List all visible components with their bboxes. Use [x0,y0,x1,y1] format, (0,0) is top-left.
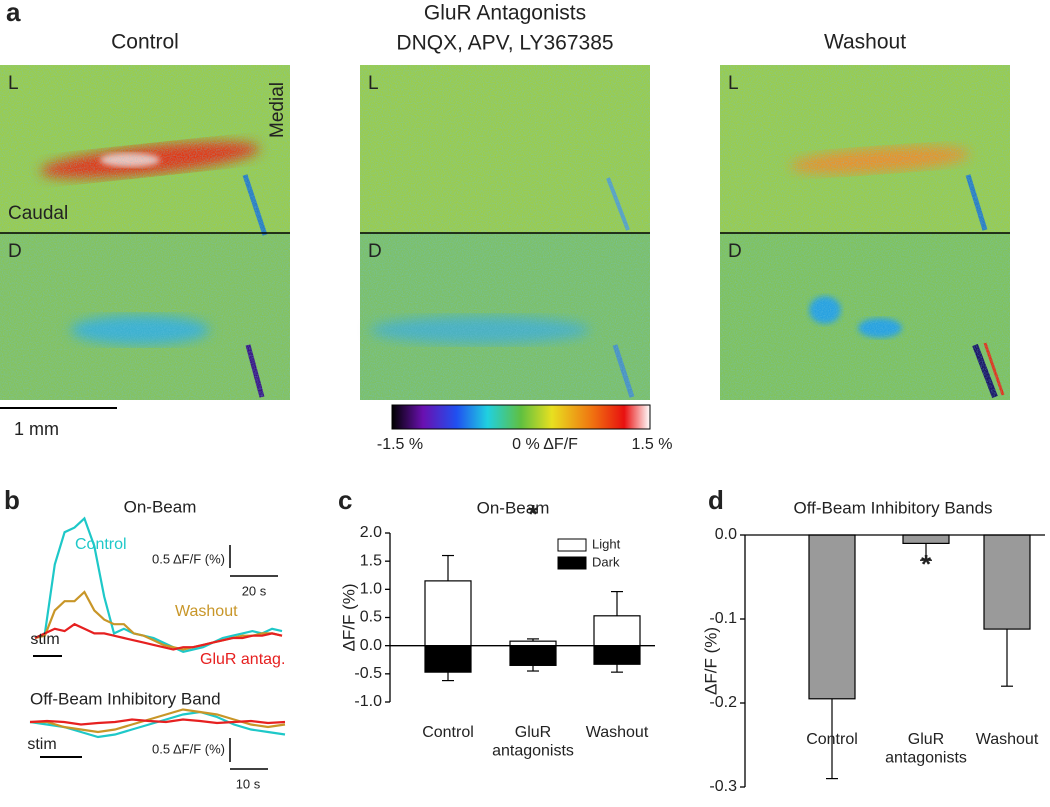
column-title: GluR Antagonists [424,2,586,25]
y-tick-label: -0.3 [709,778,737,795]
legend-swatch [557,538,587,552]
bar [902,534,950,544]
scale-label: 0.5 ΔF/F (%) [152,551,225,566]
panel-label: c [338,485,352,515]
y-tick-label: 1.5 [360,552,382,569]
trace-label: GluR antag. [200,651,285,668]
image-label: D [368,241,382,262]
legend-swatch [557,556,587,570]
image-label: Medial [267,82,288,138]
y-tick-label: 0.5 [360,609,382,626]
x-tick-label: Control [806,731,858,748]
image-label: D [8,241,22,262]
stim-label: stim [27,736,56,753]
y-tick-label: 0.0 [715,526,737,543]
y-axis-label: ΔF/F (%) [701,627,720,695]
chart-title: On-Beam [124,497,197,516]
y-tick-label: -0.5 [354,665,382,682]
x-tick-label: Washout [976,731,1039,748]
trace [34,590,283,651]
image-label: L [728,73,739,94]
x-tick-label: GluR antagonists [492,724,574,759]
colorbar [391,404,651,430]
column-title: DNQX, APV, LY367385 [396,32,613,55]
x-tick-label: GluR antagonists [885,731,967,766]
image-label: L [368,73,379,94]
chart-title: Off-Beam Inhibitory Bands [793,498,992,517]
trace-label: Washout [175,603,238,620]
panel-label: a [6,0,21,27]
trace-label: Control [75,536,127,553]
y-axis-label: ΔF/F (%) [339,583,358,651]
y-tick-label: 0.0 [360,637,382,654]
bar [424,645,472,673]
trace [29,718,286,726]
scale-label: 20 s [242,583,267,598]
chart-title: Off-Beam Inhibitory Band [30,689,221,708]
image-label: D [728,241,742,262]
colorbar-label: 1.5 % [632,436,673,453]
panel-label: d [708,485,724,515]
stim-label: stim [30,631,59,648]
image-label: Caudal [8,203,68,224]
annotation: * [921,549,932,579]
y-tick-label: 2.0 [360,524,382,541]
column-title: Control [111,31,179,54]
panel-label: b [4,485,20,515]
bar [593,645,641,665]
colorbar-label: -1.5 % [377,436,423,453]
bar [808,534,856,700]
bar [593,615,641,647]
x-tick-label: Washout [586,724,649,741]
legend-label: Light [592,536,621,551]
y-tick-label: -0.1 [709,610,737,627]
bar [424,580,472,647]
legend-label: Dark [592,554,620,569]
trace [34,516,283,653]
trace [29,710,286,739]
bar [509,640,557,647]
y-tick-label: -0.2 [709,694,737,711]
scale-label: 10 s [236,776,261,791]
image-label: L [8,73,19,94]
bar [983,534,1031,630]
x-tick-label: Control [422,724,474,741]
scale-bar-label: 1 mm [14,419,59,439]
chart-title: On-Beam [477,498,550,517]
colorbar-label: 0 % ΔF/F [512,436,578,453]
annotation: * [528,499,539,529]
y-tick-label: -1.0 [354,693,382,710]
y-tick-label: 1.0 [360,581,382,598]
trace [34,622,283,651]
column-title: Washout [824,31,906,54]
bar [509,645,557,666]
scale-label: 0.5 ΔF/F (%) [152,741,225,756]
